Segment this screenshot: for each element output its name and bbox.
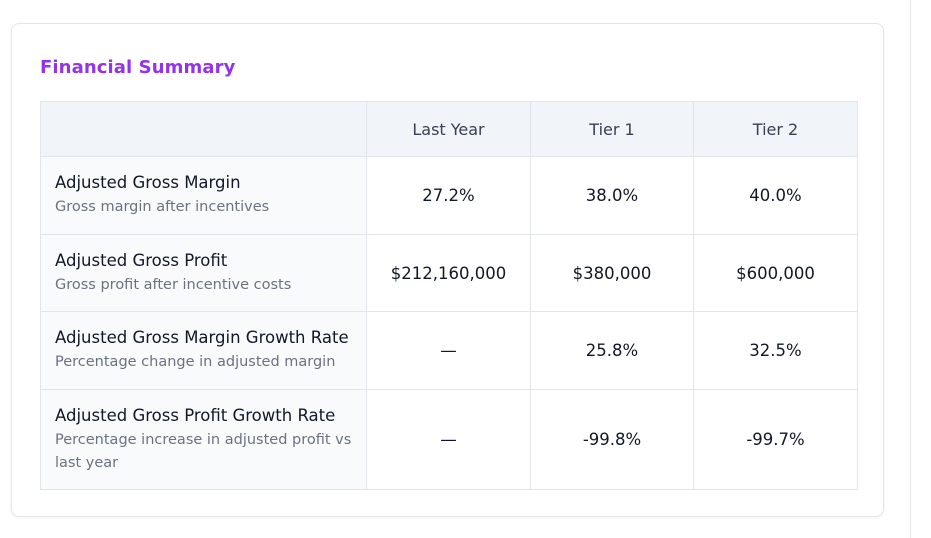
value-tier-2: $600,000 bbox=[693, 234, 858, 312]
value-tier-1: 25.8% bbox=[530, 311, 694, 390]
metric-label-cell: Adjusted Gross Profit Gross profit after… bbox=[40, 234, 367, 312]
header-cell-last-year: Last Year bbox=[366, 101, 531, 157]
metric-name: Adjusted Gross Margin bbox=[55, 173, 241, 192]
value-last-year: — bbox=[366, 311, 531, 390]
metric-name: Adjusted Gross Profit Growth Rate bbox=[55, 405, 336, 425]
value-tier-1: 38.0% bbox=[530, 156, 694, 235]
value-last-year: 27.2% bbox=[366, 156, 531, 235]
card-title: Financial Summary bbox=[40, 57, 236, 78]
metric-label-cell: Adjusted Gross Margin Gross margin after… bbox=[40, 156, 367, 235]
metric-description: Gross margin after incentives bbox=[55, 199, 270, 215]
table-row: Adjusted Gross Profit Growth Rate Percen… bbox=[40, 389, 858, 490]
value-last-year: — bbox=[366, 389, 531, 490]
table-row: Adjusted Gross Margin Growth Rate Percen… bbox=[40, 311, 858, 390]
value-last-year: $212,160,000 bbox=[366, 234, 531, 312]
metric-description: Percentage change in adjusted margin bbox=[55, 354, 336, 370]
value-tier-2: -99.7% bbox=[693, 389, 858, 490]
metric-description: Percentage increase in adjusted profit v… bbox=[55, 431, 352, 471]
table-header-row: Last Year Tier 1 Tier 2 bbox=[40, 101, 858, 157]
value-tier-1: $380,000 bbox=[530, 234, 694, 312]
value-tier-2: 40.0% bbox=[693, 156, 858, 235]
financial-summary-table: Last Year Tier 1 Tier 2 Adjusted Gross M… bbox=[40, 101, 858, 490]
table-row: Adjusted Gross Margin Gross margin after… bbox=[40, 156, 858, 235]
value-tier-2: 32.5% bbox=[693, 311, 858, 390]
header-cell-tier-1: Tier 1 bbox=[530, 101, 694, 157]
metric-name: Adjusted Gross Margin Growth Rate bbox=[55, 328, 349, 347]
panel-divider bbox=[910, 0, 911, 538]
value-tier-1: -99.8% bbox=[530, 389, 694, 490]
financial-summary-card: Financial Summary Last Year Tier 1 Tier … bbox=[11, 23, 884, 517]
header-cell-metric bbox=[40, 101, 367, 157]
header-cell-tier-2: Tier 2 bbox=[693, 101, 858, 157]
metric-label-cell: Adjusted Gross Margin Growth Rate Percen… bbox=[40, 311, 367, 390]
table-row: Adjusted Gross Profit Gross profit after… bbox=[40, 234, 858, 312]
metric-name: Adjusted Gross Profit bbox=[55, 250, 228, 270]
metric-description: Gross profit after incentive costs bbox=[55, 276, 292, 293]
metric-label-cell: Adjusted Gross Profit Growth Rate Percen… bbox=[40, 389, 367, 490]
